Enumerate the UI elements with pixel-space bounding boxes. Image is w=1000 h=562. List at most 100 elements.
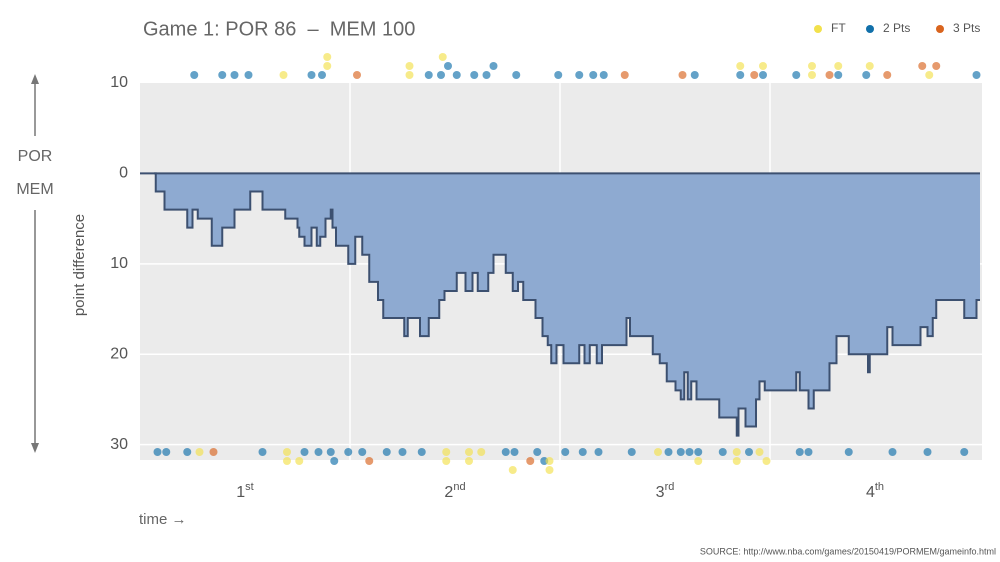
score-dot [353, 71, 361, 79]
legend-dot [814, 25, 822, 33]
score-dot [279, 71, 288, 79]
score-dot [925, 71, 934, 79]
score-dot [883, 71, 892, 79]
score-dot [405, 62, 414, 70]
score-dot [960, 448, 969, 456]
score-dot [405, 71, 414, 79]
score-dot [755, 448, 764, 456]
y-tick-label: 10 [110, 74, 128, 91]
quarter-label: 3rd [656, 481, 675, 501]
score-dot [533, 448, 542, 456]
legend-label: FT [831, 21, 846, 35]
score-dot [283, 448, 291, 456]
score-dot [575, 71, 584, 79]
score-dot [417, 448, 426, 456]
score-dot [762, 457, 771, 465]
score-dot [545, 457, 554, 465]
score-dot [676, 448, 685, 456]
score-dot [195, 448, 204, 456]
score-dot [808, 62, 816, 70]
score-dot [599, 71, 608, 79]
score-dot [862, 71, 871, 79]
score-dot [808, 71, 816, 79]
step-line [140, 172, 980, 437]
score-dot [330, 457, 339, 465]
score-dot [620, 71, 629, 79]
mem-label: MEM [16, 181, 53, 198]
score-dot [190, 71, 199, 79]
score-dot [438, 53, 447, 61]
score-dot [795, 448, 804, 456]
quarter-number: 3 [656, 484, 665, 501]
score-dot [732, 457, 741, 465]
score-dot [230, 71, 239, 79]
score-dot [578, 448, 587, 456]
score-dot [685, 448, 694, 456]
score-dot [437, 71, 445, 79]
quarter-label: 1st [236, 481, 253, 501]
score-dot [664, 448, 673, 456]
legend-label: 2 Pts [883, 21, 910, 35]
quarter-suffix: rd [665, 481, 675, 493]
quarter-label: 2nd [444, 481, 465, 501]
score-dot [759, 71, 767, 79]
score-dot [398, 448, 407, 456]
score-dot [508, 466, 517, 474]
score-dot [512, 71, 521, 79]
score-dot [452, 71, 461, 79]
score-dot [307, 71, 316, 79]
score-dot [561, 448, 570, 456]
score-dot [594, 448, 603, 456]
score-dot [382, 448, 391, 456]
score-dot [295, 457, 304, 465]
quarter-suffix: th [875, 481, 884, 493]
quarter-number: 1 [236, 484, 245, 501]
score-dot [283, 457, 291, 465]
y-axis-label: point difference [71, 214, 88, 316]
score-dot [888, 448, 897, 456]
score-dot [690, 71, 699, 79]
y-tick-label: 0 [119, 165, 128, 182]
score-dot [589, 71, 598, 79]
score-dot [442, 457, 451, 465]
score-dot [750, 71, 759, 79]
quarter-number: 4 [866, 484, 875, 501]
score-dot [627, 448, 636, 456]
score-dot [918, 62, 927, 70]
legend-dot [866, 25, 874, 33]
score-dot [865, 62, 874, 70]
area [140, 173, 980, 436]
score-dot [153, 448, 162, 456]
score-dot [314, 448, 323, 456]
score-dot [465, 448, 473, 456]
score-dot [444, 62, 452, 70]
score-dot [209, 448, 218, 456]
score-dot [318, 71, 326, 79]
score-dot [470, 71, 479, 79]
y-tick-label: 20 [110, 345, 128, 362]
score-dot [654, 448, 662, 456]
score-dot [718, 448, 727, 456]
source: SOURCE: http://www.nba.com/games/2015041… [700, 546, 996, 556]
score-dot [825, 71, 834, 79]
score-dot [545, 466, 554, 474]
quarter-label: 4th [866, 481, 884, 501]
score-dot [932, 62, 941, 70]
quarter-suffix: st [245, 481, 254, 493]
up-arrow-head [31, 74, 39, 84]
score-dot [323, 53, 332, 61]
down-arrow-head [31, 443, 39, 453]
legend-label: 3 Pts [953, 21, 980, 35]
score-dot [694, 448, 703, 456]
x-axis-label: time → [139, 511, 187, 528]
score-dot [804, 448, 813, 456]
score-dot [323, 62, 332, 70]
score-dot [745, 448, 753, 456]
score-dot [183, 448, 192, 456]
chart-title: Game 1: POR 86 – MEM 100 [143, 18, 415, 40]
score-dot [759, 62, 767, 70]
score-dot [736, 71, 745, 79]
score-dot [244, 71, 253, 79]
score-dot [834, 71, 843, 79]
